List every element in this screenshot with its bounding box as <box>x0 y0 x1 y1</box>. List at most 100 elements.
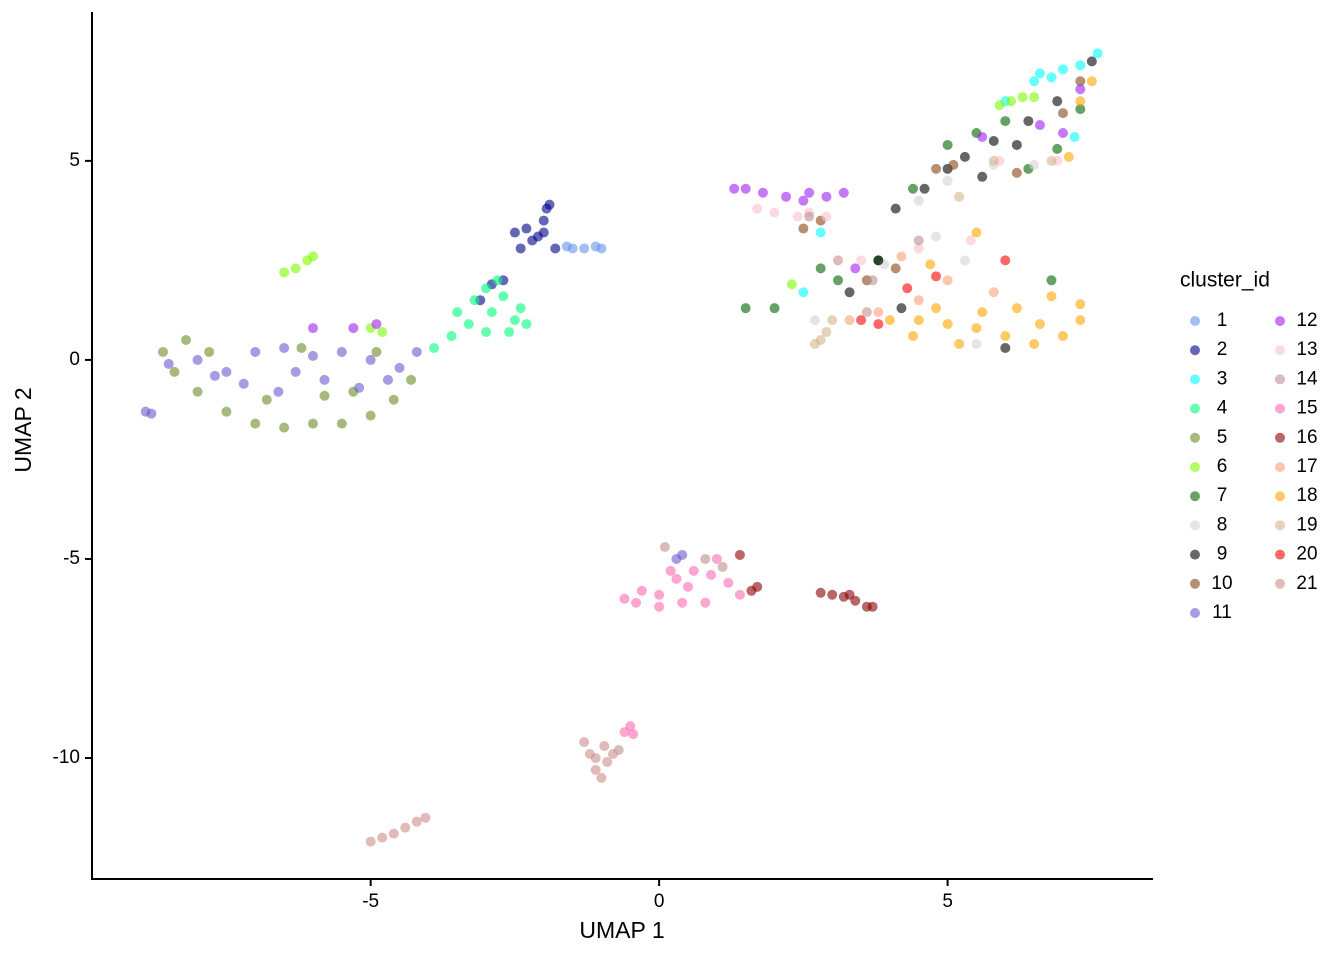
point <box>832 275 843 286</box>
point <box>734 549 745 560</box>
point <box>209 370 220 381</box>
point <box>896 303 907 314</box>
point <box>913 235 924 246</box>
point <box>1029 92 1040 103</box>
point <box>1046 155 1057 166</box>
point <box>954 338 965 349</box>
legend-label: 4 <box>1217 398 1228 419</box>
point <box>515 243 526 254</box>
point <box>700 597 711 608</box>
point <box>867 601 878 612</box>
legend-marker <box>1275 578 1285 589</box>
point <box>509 227 520 238</box>
point <box>873 319 884 330</box>
legend-label: 5 <box>1217 427 1228 448</box>
point <box>688 565 699 576</box>
point <box>931 303 942 314</box>
point <box>798 287 809 298</box>
point <box>1011 167 1022 178</box>
point <box>279 342 290 353</box>
point <box>873 307 884 318</box>
legend-marker <box>1190 462 1200 472</box>
point <box>959 255 970 266</box>
legend-marker <box>1190 374 1200 385</box>
point <box>700 553 711 564</box>
legend-label: 13 <box>1296 339 1317 360</box>
point <box>550 243 561 254</box>
point <box>659 542 670 553</box>
point <box>931 271 942 282</box>
legend-marker <box>1190 608 1200 618</box>
legend-label: 2 <box>1217 339 1228 360</box>
point <box>913 243 924 254</box>
point <box>1000 116 1011 127</box>
point <box>429 342 440 353</box>
point <box>492 275 503 286</box>
point <box>717 561 728 572</box>
point <box>815 263 826 274</box>
point <box>619 727 630 738</box>
legend-marker <box>1190 432 1200 443</box>
point <box>336 346 347 357</box>
point <box>602 756 613 767</box>
point <box>792 211 803 222</box>
point <box>463 319 474 330</box>
point <box>844 589 855 600</box>
point <box>827 315 838 326</box>
legend-marker <box>1190 549 1200 560</box>
point <box>994 100 1005 111</box>
point <box>631 597 642 608</box>
legend-label: 16 <box>1296 427 1317 448</box>
point <box>1086 56 1097 67</box>
point <box>157 346 168 357</box>
point <box>279 422 290 433</box>
point <box>596 772 607 783</box>
point <box>809 315 820 326</box>
point <box>1057 331 1068 342</box>
point <box>1075 96 1086 107</box>
point <box>1011 139 1022 150</box>
point <box>1000 331 1011 342</box>
point <box>504 327 515 338</box>
point <box>169 366 180 377</box>
point <box>538 215 549 226</box>
point <box>804 187 815 198</box>
point <box>942 139 953 150</box>
point <box>988 287 999 298</box>
point <box>1006 96 1017 107</box>
point <box>1075 76 1086 87</box>
point <box>307 418 318 429</box>
point <box>515 303 526 314</box>
point <box>821 211 832 222</box>
point <box>1075 315 1086 326</box>
point <box>740 303 751 314</box>
point <box>988 155 999 166</box>
legend-marker <box>1190 345 1200 356</box>
legend-label: 18 <box>1296 485 1317 506</box>
point <box>509 315 520 326</box>
point <box>1034 120 1045 131</box>
point <box>1063 151 1074 162</box>
point <box>579 737 590 748</box>
point <box>740 183 751 194</box>
legend-label: 1 <box>1217 310 1228 331</box>
point <box>336 418 347 429</box>
point <box>1057 128 1068 139</box>
point <box>1029 159 1040 170</box>
point <box>959 151 970 162</box>
point <box>1011 303 1022 314</box>
point <box>279 267 290 278</box>
point <box>815 227 826 238</box>
point <box>486 307 497 318</box>
point <box>769 303 780 314</box>
point <box>1034 68 1045 79</box>
point <box>1046 72 1057 83</box>
legend-label: 8 <box>1217 514 1228 535</box>
point <box>538 227 549 238</box>
point <box>850 263 861 274</box>
point <box>931 231 942 242</box>
point <box>146 408 157 419</box>
point <box>354 382 365 393</box>
point <box>319 390 330 401</box>
